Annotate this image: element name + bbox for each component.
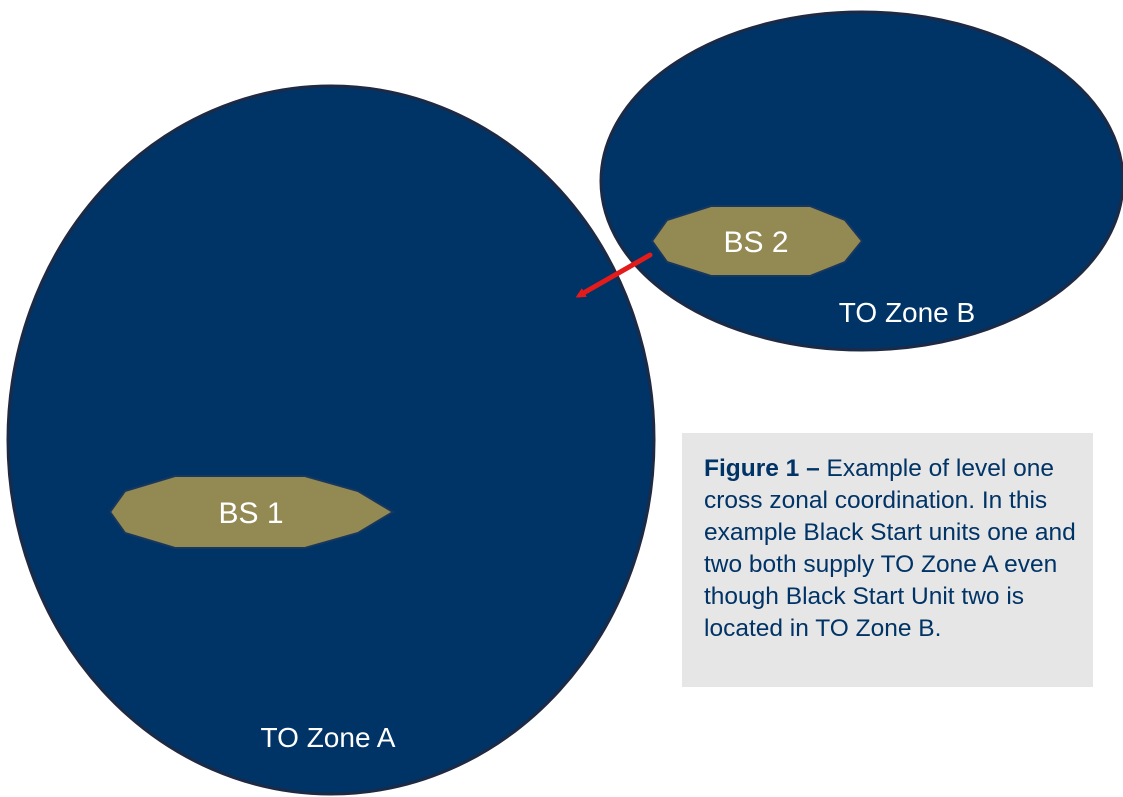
figure-caption: Figure 1 – Example of level one cross zo… — [682, 433, 1093, 687]
supply-arrow — [575, 252, 653, 298]
zone-a-region — [6, 84, 656, 796]
bs2-label: BS 2 — [723, 226, 788, 259]
bs1-label: BS 1 — [218, 497, 283, 530]
bs1-unit-shape — [108, 475, 395, 549]
zone-b-label: TO Zone B — [839, 297, 975, 328]
caption-text: Example of level one cross zonal coordin… — [704, 455, 1076, 642]
zone-a-label: TO Zone A — [261, 722, 396, 753]
bs2-unit-shape — [650, 205, 864, 277]
figure-label: Figure 1 – — [704, 455, 820, 482]
